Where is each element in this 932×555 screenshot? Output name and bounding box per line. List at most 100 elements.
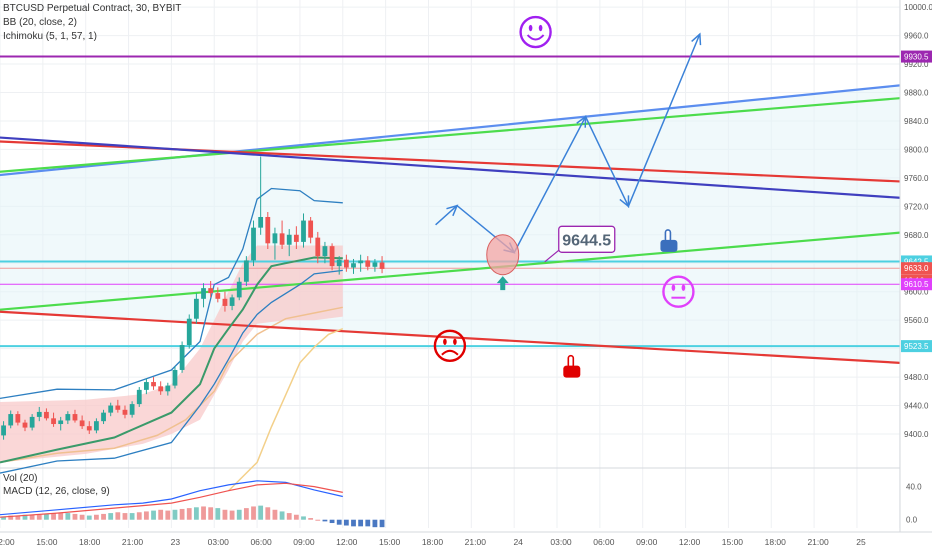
x-tick-label: 24 bbox=[513, 537, 523, 547]
candle-body bbox=[72, 414, 78, 421]
candle-body bbox=[301, 220, 306, 242]
candle-body bbox=[44, 411, 49, 419]
x-tick-label: 21:00 bbox=[465, 537, 487, 547]
neutral-face-icon bbox=[662, 275, 695, 308]
candle-body bbox=[236, 281, 242, 298]
candle-body bbox=[101, 412, 106, 422]
macd-histogram-bar bbox=[86, 515, 92, 520]
ichimoku-span-line bbox=[0, 306, 343, 464]
sad-face-icon bbox=[433, 329, 467, 362]
macd-histogram-bar bbox=[272, 509, 278, 520]
x-tick-label: 15:00 bbox=[36, 537, 58, 547]
macd-histogram-bar bbox=[186, 508, 192, 520]
price-tag-box bbox=[901, 50, 932, 63]
candle-body bbox=[158, 386, 164, 392]
x-tick-label: 06:00 bbox=[250, 537, 272, 547]
legend: BTCUSD Perpetual Contract, 30, BYBIT BB … bbox=[3, 2, 181, 44]
symbol-label: BTCUSD Perpetual Contract, 30, BYBIT bbox=[3, 3, 182, 14]
macd-histogram-bar bbox=[343, 519, 349, 526]
candle-body bbox=[243, 260, 249, 282]
macd-histogram-bar bbox=[79, 514, 85, 520]
x-tick-label: 18:00 bbox=[79, 537, 101, 547]
pointing-hand-down-icon bbox=[660, 229, 678, 252]
sub-legend: Vol (20) MACD (12, 26, close, 9) bbox=[3, 472, 110, 498]
y-tick-label: 9680.0 bbox=[904, 231, 929, 240]
candle-body bbox=[165, 385, 171, 392]
macd-histogram-bar bbox=[365, 519, 371, 527]
candle-body bbox=[151, 382, 156, 387]
macd-histogram-bar bbox=[222, 509, 228, 520]
macd-histogram-bar bbox=[15, 515, 21, 520]
macd-histogram-bar bbox=[243, 508, 249, 520]
x-tick-label: 15:00 bbox=[722, 537, 744, 547]
candle-body bbox=[8, 414, 14, 426]
ichimoku-lag-line bbox=[227, 328, 344, 492]
x-tick-label: 18:00 bbox=[765, 537, 787, 547]
candle-body bbox=[65, 414, 71, 421]
x-tick-label: 25 bbox=[856, 537, 866, 547]
price-tag-label: 9642.5 bbox=[904, 257, 929, 266]
x-tick-label: 12:00 bbox=[679, 537, 701, 547]
macd-histogram-bar bbox=[58, 513, 64, 520]
macd-histogram-bar bbox=[351, 519, 356, 527]
candle-body bbox=[329, 246, 335, 267]
macd-histogram-bar bbox=[179, 508, 185, 520]
candle-body bbox=[79, 420, 85, 427]
happy-face-icon-mouth bbox=[526, 34, 545, 41]
happy-face-icon-outline bbox=[519, 15, 552, 49]
forecast-arrow-path bbox=[435, 33, 701, 254]
sad-face-icon-mouth bbox=[441, 349, 459, 356]
candle-body bbox=[22, 422, 28, 428]
price-tag-label: 9523.5 bbox=[904, 342, 929, 351]
arrow-head bbox=[446, 204, 459, 217]
x-tick-label: 03:00 bbox=[208, 537, 230, 547]
price-tag-label: 9930.5 bbox=[904, 53, 929, 62]
trend-line-lower-red bbox=[0, 310, 900, 364]
macd-histogram-bar bbox=[101, 513, 106, 520]
indicator-bb: BB (20, close, 2) bbox=[3, 17, 77, 28]
candle-body bbox=[179, 345, 185, 370]
macd-histogram-bar bbox=[229, 510, 235, 520]
x-tick-label: 09:00 bbox=[636, 537, 658, 547]
candle-body bbox=[343, 259, 349, 268]
ichimoku-cloud bbox=[0, 245, 343, 463]
x-tick-label: 15:00 bbox=[379, 537, 401, 547]
neutral-face-icon-right-eye bbox=[681, 284, 686, 291]
callout-box bbox=[558, 225, 616, 253]
macd-histogram-bar bbox=[151, 510, 156, 520]
candle-body bbox=[215, 293, 221, 299]
x-tick-label: 12:00 bbox=[336, 537, 358, 547]
bb-upper-line bbox=[0, 187, 343, 400]
candle-body bbox=[29, 416, 35, 428]
macd-histogram-bar bbox=[115, 512, 121, 520]
y-tick-label: 9920.0 bbox=[904, 60, 929, 69]
macd-histogram-bar bbox=[44, 513, 49, 520]
neutral-face-icon-left-eye bbox=[671, 284, 676, 291]
y-tick-label: 9840.0 bbox=[904, 117, 929, 126]
indicator-macd: MACD (12, 26, close, 9) bbox=[3, 486, 110, 497]
candle-body bbox=[265, 216, 271, 244]
price-tag-box bbox=[901, 278, 932, 291]
macd-histogram-bar bbox=[22, 514, 28, 520]
up-arrow-marker bbox=[496, 276, 509, 291]
candle-body bbox=[279, 233, 285, 245]
macd-histogram-bar bbox=[293, 514, 299, 520]
macd-histogram-bar bbox=[379, 519, 385, 528]
macd-histogram-bar bbox=[1, 516, 6, 520]
y-tick-label: 9760.0 bbox=[904, 174, 929, 183]
macd-histogram-bar bbox=[336, 519, 342, 525]
y-tick-label: 9560.0 bbox=[904, 316, 929, 325]
candle-body bbox=[94, 421, 99, 431]
y-tick-label: 9440.0 bbox=[904, 402, 929, 411]
macd-histogram-bar bbox=[358, 519, 364, 527]
y-tick-label: 9960.0 bbox=[904, 32, 929, 41]
candle-body bbox=[172, 369, 178, 386]
happy-face-icon-right-eye bbox=[538, 24, 543, 32]
y-tick-label: 9800.0 bbox=[904, 145, 929, 154]
macd-histogram-bar bbox=[201, 506, 206, 520]
bb-lower-line bbox=[0, 269, 343, 474]
price-tag-box bbox=[901, 340, 932, 353]
y-tick-label: 9600.0 bbox=[904, 288, 929, 297]
macd-histogram-bar bbox=[236, 509, 242, 520]
